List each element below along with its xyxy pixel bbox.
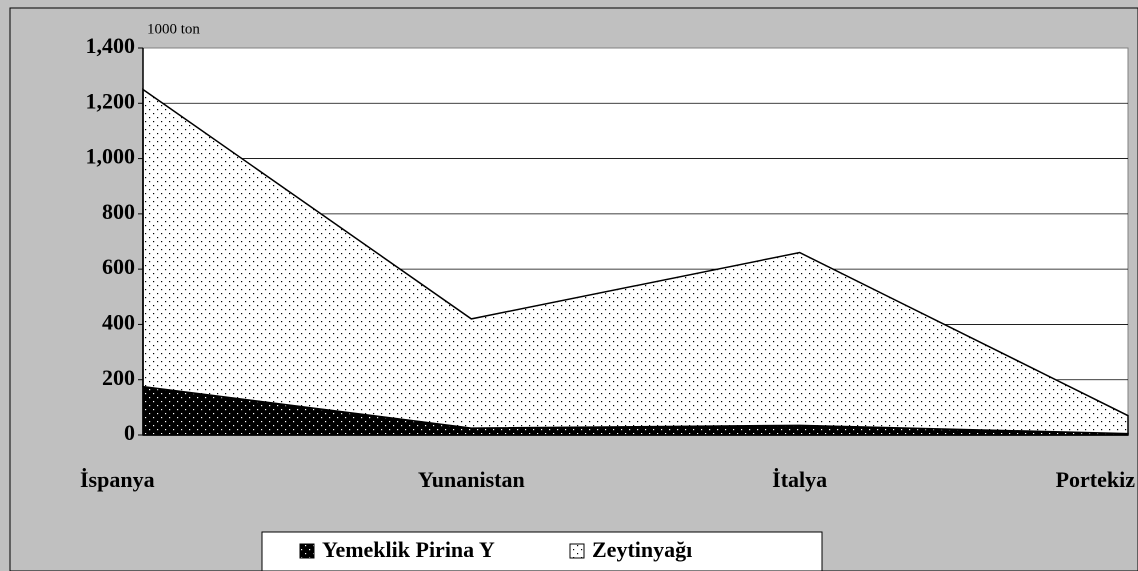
y-tick-label: 800: [102, 199, 135, 224]
y-tick-label: 1,200: [86, 88, 136, 113]
y-tick-label: 600: [102, 254, 135, 279]
legend-swatch: [299, 543, 315, 559]
y-tick-label: 0: [124, 420, 135, 445]
y-tick-label: 1,000: [86, 144, 136, 169]
legend-box: [261, 531, 823, 571]
y-tick-label: 400: [102, 309, 135, 334]
x-tick-label: Portekiz: [1056, 467, 1136, 492]
unit-label: 1000 ton: [147, 21, 200, 37]
area: [142, 88, 1129, 435]
x-tick-label: İtalya: [772, 467, 827, 492]
legend-label: Zeytinyağı: [592, 537, 692, 562]
y-tick-label: 1,400: [86, 33, 136, 58]
y-tick-label: 200: [102, 365, 135, 390]
x-tick-label: İspanya: [80, 467, 155, 492]
legend-label: Yemeklik Pirina Y: [322, 537, 495, 562]
legend-swatch: [569, 543, 585, 559]
x-tick-label: Yunanistan: [418, 467, 525, 492]
